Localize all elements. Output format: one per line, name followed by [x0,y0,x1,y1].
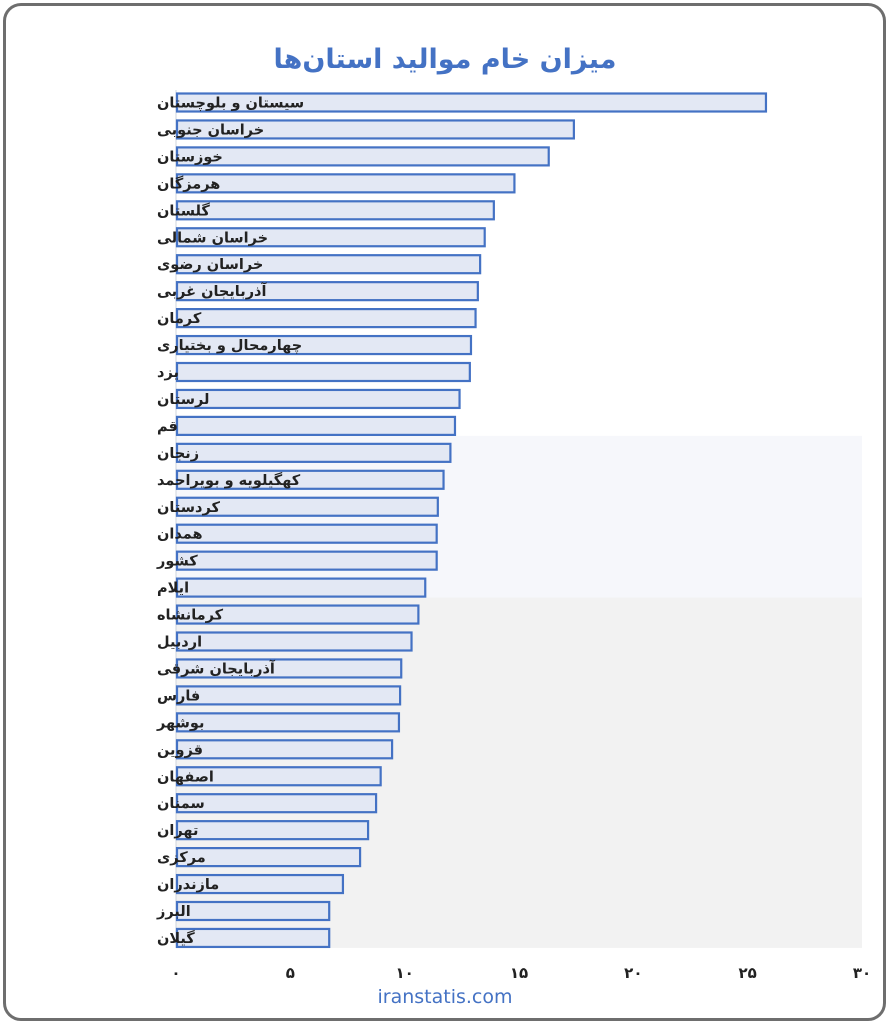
bar [175,712,401,733]
bar [175,496,439,517]
category-label: خراسان جنوبی [157,122,264,138]
bar [175,254,482,275]
bar [175,523,438,544]
category-label: مازندران [157,877,219,893]
category-label: فارس [157,688,200,704]
x-tick-label: ۲۵ [739,964,757,982]
category-label: کرمان [157,311,202,327]
bar [175,604,420,625]
bar [175,469,445,490]
bar [175,415,457,436]
bar [175,793,378,814]
x-tick-label: ۵ [286,964,295,982]
category-label: همدان [157,527,203,543]
category-label: مرکزی [157,850,206,866]
bar [175,361,471,383]
chart-title: میزان خام موالید استان‌ها [273,44,617,75]
bar [175,388,461,410]
category-label: خراسان شمالی [157,230,268,246]
bar [175,334,473,356]
bar [175,227,486,248]
category-label: البرز [156,904,191,920]
category-label: کشور [156,554,198,570]
bar [175,308,477,329]
x-tick-label: ۳۰ [853,964,871,982]
bar [175,739,394,760]
category-label: قزوین [157,742,203,758]
category-label: خوزستان [157,149,223,165]
bar [175,119,575,140]
category-label: لرستان [157,392,209,408]
category-label: یزد [157,365,179,381]
bar [175,631,413,652]
category-label: آذربایجان شرقی [157,659,276,677]
category-label: کردستان [157,500,220,516]
category-label: کهگیلویه و بویراحمد [157,471,301,489]
category-label: تهران [157,823,198,839]
bar [175,685,402,706]
category-labels-group: سیستان و بلوچستان خراسان جنوبی خوزستان هرمز… [156,96,304,947]
x-tick-label: ۱۰ [396,964,414,982]
bar [175,281,479,302]
bar [175,846,362,868]
bar [175,146,550,167]
bar [175,200,495,221]
source-text: iranstatis.com [377,986,513,1008]
category-label: قم [157,419,178,435]
x-tick-label: ۱۵ [510,964,528,982]
bar [175,173,516,194]
category-label: بوشهر [156,715,204,731]
bar [175,92,768,113]
bar [175,927,331,949]
category-label: گلستان [157,201,210,219]
x-tick-labels-group: ۰ ۵ ۱۰ ۱۵ ۲۰ ۲۵ ۳۰ [171,964,871,982]
category-label: گیلان [157,929,195,947]
category-label: سمنان [157,796,205,812]
category-label: چهارمحال و بختیاری [157,338,302,354]
bar [175,900,331,922]
category-label: اصفهان [157,769,214,785]
bar [175,550,438,571]
category-label: ایلام [157,581,189,597]
bar [175,820,370,841]
x-tick-label: ۰ [171,964,180,982]
x-tick-label: ۲۰ [624,964,642,982]
bar [175,658,403,679]
category-label: اردبیل [157,635,202,651]
category-label: آذربایجان غربی [157,282,267,300]
bar [175,442,452,463]
category-label: زنجان [157,446,199,462]
category-label: هرمزگان [157,174,220,192]
bars-group [175,92,768,949]
bar [175,766,382,787]
category-label: کرمانشاه [157,608,224,624]
bar [175,873,345,895]
category-label: خراسان رضوی [157,257,263,273]
bar [175,577,427,598]
category-label: سیستان و بلوچستان [157,96,304,112]
